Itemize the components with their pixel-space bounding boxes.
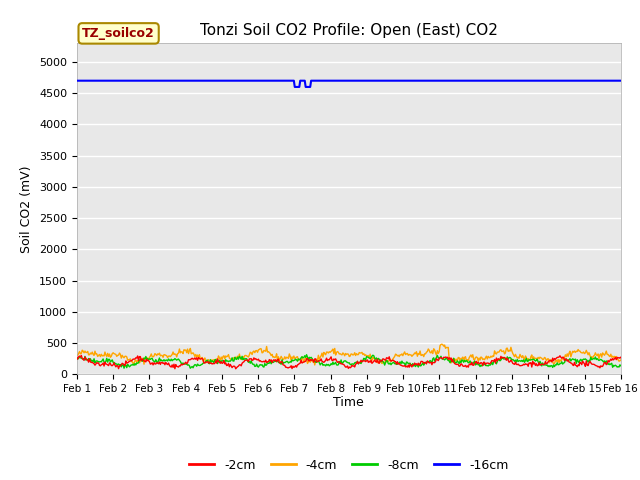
Legend: -2cm, -4cm, -8cm, -16cm: -2cm, -4cm, -8cm, -16cm [184, 454, 513, 477]
Y-axis label: Soil CO2 (mV): Soil CO2 (mV) [20, 165, 33, 252]
Title: Tonzi Soil CO2 Profile: Open (East) CO2: Tonzi Soil CO2 Profile: Open (East) CO2 [200, 23, 498, 38]
Text: TZ_soilco2: TZ_soilco2 [82, 27, 155, 40]
X-axis label: Time: Time [333, 396, 364, 408]
